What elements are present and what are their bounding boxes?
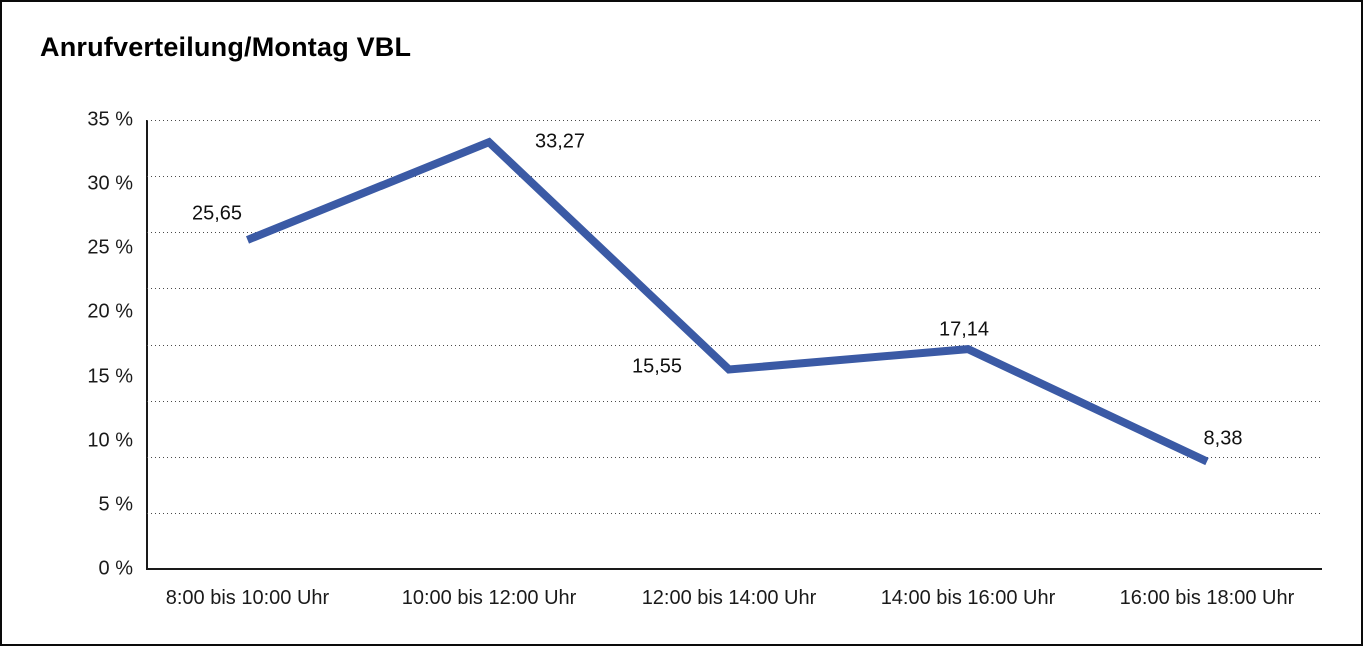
gridline xyxy=(147,344,1322,346)
gridline xyxy=(147,176,1322,178)
y-axis-tick-label: 10 % xyxy=(87,429,133,452)
y-axis-tick-label: 5 % xyxy=(98,493,133,516)
gridline xyxy=(147,400,1322,402)
gridline xyxy=(147,456,1322,458)
y-axis-tick-label: 20 % xyxy=(87,300,133,323)
y-axis-tick-label: 25 % xyxy=(87,236,133,259)
y-axis-tick-label: 15 % xyxy=(87,365,133,388)
data-line xyxy=(245,137,1209,466)
data-point-label: 8,38 xyxy=(1203,427,1243,450)
gridline xyxy=(147,512,1322,514)
x-axis-category-label: 12:00 bis 14:00 Uhr xyxy=(641,587,817,609)
x-axis-category-label: 8:00 bis 10:00 Uhr xyxy=(165,587,330,609)
gridline xyxy=(147,232,1322,234)
x-axis-category-label: 10:00 bis 12:00 Uhr xyxy=(401,587,577,609)
y-axis-tick-label: 30 % xyxy=(87,172,133,195)
gridline xyxy=(147,120,1322,121)
data-point-label: 15,55 xyxy=(631,355,683,378)
y-axis-tick-label: 35 % xyxy=(87,108,133,131)
x-axis-category-label: 16:00 bis 18:00 Uhr xyxy=(1119,587,1295,609)
plot-area: 0 % 5 % 10 % 15 % 20 % 25 % 30 % 35 % 8:00 bis 1… xyxy=(87,109,1322,609)
x-axis-category-label: 14:00 bis 16:00 Uhr xyxy=(880,587,1056,609)
data-point-label: 17,14 xyxy=(938,318,990,341)
y-axis-tick-label: 0 % xyxy=(98,557,133,580)
data-point-label: 33,27 xyxy=(534,130,586,153)
x-axis-line xyxy=(146,568,1322,570)
chart-title: Anrufverteilung/Montag VBL xyxy=(40,32,412,62)
data-point-label: 25,65 xyxy=(191,202,243,225)
gridline xyxy=(147,288,1322,290)
